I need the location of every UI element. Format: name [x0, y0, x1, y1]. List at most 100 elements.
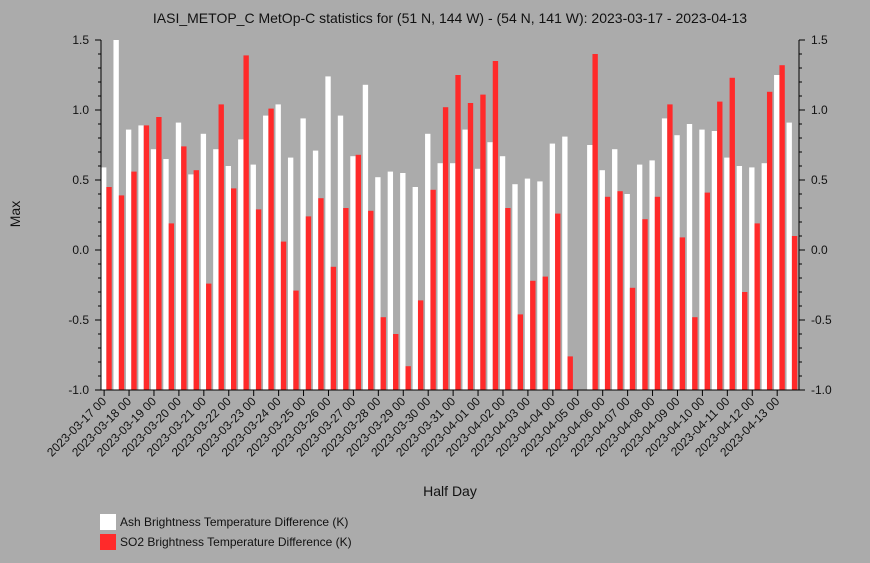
so2-bar: [667, 104, 673, 391]
ash-bar: [275, 104, 281, 391]
y-tick-label-left: -1.0: [68, 383, 89, 397]
ash-bar: [749, 167, 755, 390]
ash-bar: [225, 166, 231, 390]
so2-bar: [193, 170, 199, 390]
so2-bar: [555, 213, 561, 390]
so2-bar: [106, 187, 112, 390]
x-axis-label: Half Day: [423, 483, 477, 499]
y-tick-label-right: 0.5: [811, 173, 828, 187]
y-tick-label-right: -1.0: [811, 383, 832, 397]
ash-bar: [624, 194, 630, 390]
ash-bar: [163, 159, 169, 390]
ash-bar: [450, 163, 456, 390]
ash-bar: [101, 167, 107, 390]
ash-bar: [213, 149, 219, 390]
so2-bar: [118, 195, 125, 390]
y-tick-label-left: 0.0: [72, 243, 89, 257]
ash-bar: [188, 174, 194, 390]
so2-bar: [567, 356, 573, 390]
so2-bar: [604, 196, 611, 390]
legend-item-ash: Ash Brightness Temperature Difference (K…: [100, 512, 352, 532]
so2-bar: [754, 223, 760, 390]
y-tick-label-right: 1.5: [811, 33, 828, 47]
so2-bar: [679, 237, 686, 390]
axes-layer: [100, 40, 800, 391]
ash-bar: [699, 129, 705, 390]
ash-bar: [562, 136, 568, 390]
so2-bar: [617, 191, 623, 390]
so2-bar: [243, 55, 249, 391]
ash-bar: [312, 150, 319, 390]
so2-bar: [293, 290, 299, 390]
ash-bar: [736, 166, 743, 390]
legend: Ash Brightness Temperature Difference (K…: [100, 512, 352, 552]
so2-bar: [380, 317, 386, 390]
y-tick-label-right: -0.5: [811, 313, 832, 327]
ash-bar: [362, 84, 369, 391]
ticks-layer: -1.0 -1.0 -0.5 -0.5 0.0 0.0 0.5 0.5 1.0 1.0 1.5 1.5…: [44, 33, 832, 459]
so2-bar: [704, 192, 711, 390]
ash-bar: [175, 122, 182, 390]
ash-bar: [587, 145, 593, 390]
so2-bar: [368, 210, 374, 390]
ash-bar: [425, 133, 431, 391]
so2-bar: [766, 91, 773, 391]
ash-bar: [674, 135, 680, 390]
ash-bar: [761, 163, 767, 390]
y-tick-label-right: 0.0: [811, 243, 828, 257]
ash-bar: [636, 164, 643, 390]
so2-bar: [168, 223, 175, 390]
so2-bar: [642, 219, 648, 390]
so2-bar: [131, 171, 137, 390]
so2-bar: [430, 189, 436, 390]
legend-swatch-so2: [100, 534, 116, 550]
legend-label-so2: SO2 Brightness Temperature Difference (K…: [120, 535, 352, 549]
so2-bar: [143, 125, 150, 391]
y-tick-label-left: 1.0: [72, 103, 89, 117]
so2-bar: [280, 241, 287, 390]
so2-bar: [492, 61, 499, 390]
so2-bar: [343, 208, 349, 390]
so2-bar: [393, 334, 399, 390]
so2-bar: [181, 146, 187, 390]
ash-bar: [250, 164, 256, 390]
so2-bar: [268, 108, 274, 390]
ash-bar: [113, 40, 119, 390]
so2-bar: [442, 107, 449, 390]
so2-bar: [480, 94, 486, 390]
so2-bar: [255, 209, 262, 390]
ash-bar: [724, 157, 730, 390]
y-tick-label-left: 1.5: [72, 33, 89, 47]
ash-bar: [287, 157, 294, 390]
ash-bar: [400, 173, 406, 390]
so2-bar: [318, 198, 324, 390]
legend-label-ash: Ash Brightness Temperature Difference (K…: [120, 515, 349, 529]
so2-bar: [779, 65, 785, 390]
so2-bar: [542, 276, 548, 390]
y-tick-label-left: -0.5: [68, 313, 89, 327]
ash-bar: [375, 177, 381, 390]
ash-bar: [537, 181, 543, 390]
so2-bar: [330, 266, 337, 390]
ash-bar: [138, 125, 144, 391]
ash-bar: [612, 149, 618, 390]
so2-bar: [305, 216, 312, 390]
bars-layer: [101, 40, 798, 391]
ash-bar: [238, 139, 244, 390]
so2-bar: [629, 287, 636, 390]
so2-bar: [742, 292, 748, 390]
so2-bar: [791, 236, 798, 390]
ash-bar: [150, 149, 157, 390]
y-tick-label-right: 1.0: [811, 103, 828, 117]
ash-bar: [412, 187, 418, 390]
so2-bar: [654, 196, 661, 390]
so2-bar: [355, 154, 362, 390]
so2-bar: [729, 77, 735, 391]
ash-bar: [786, 122, 792, 390]
legend-item-so2: SO2 Brightness Temperature Difference (K…: [100, 532, 352, 552]
ash-bar: [200, 133, 207, 391]
chart-title: IASI_METOP_C MetOp-C statistics for (51 …: [153, 10, 747, 26]
so2-bar: [455, 75, 461, 390]
ash-bar: [325, 76, 331, 391]
